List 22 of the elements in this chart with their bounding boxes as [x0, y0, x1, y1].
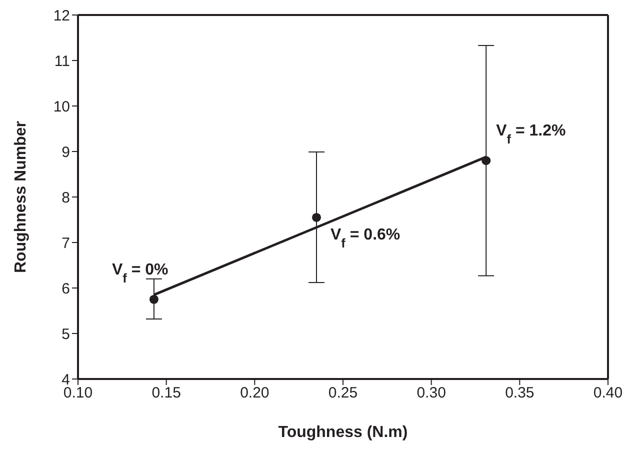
x-tick-label: 0.30 — [416, 384, 446, 402]
annotation: V$_{f}$ = 1.2% — [496, 122, 566, 146]
point — [149, 294, 158, 304]
y-tick-label: 8 — [62, 189, 70, 206]
annotation: V$_{f}$ = 0% — [112, 261, 168, 285]
y-axis-title: Roughness Number — [12, 120, 30, 274]
x-axis-title: Toughness (N.m) — [278, 424, 408, 441]
y-tick-label: 9 — [62, 144, 70, 161]
y-tick-label: 11 — [54, 52, 70, 70]
x-tick-label: 0.15 — [152, 384, 181, 402]
annotation: V$_{f}$ = 0.6% — [330, 226, 400, 250]
y-tick-label: 12 — [53, 7, 70, 24]
y-tick-label: 7 — [62, 234, 70, 252]
x-tick-label: 0.35 — [505, 384, 534, 402]
x-tick-label: 0.40 — [593, 384, 623, 402]
y-tick-label: 5 — [62, 326, 70, 343]
x-tick-label: 0.20 — [240, 384, 270, 402]
x-tick-label: 0.25 — [328, 384, 358, 402]
point — [312, 212, 322, 222]
point — [482, 156, 491, 166]
y-tick-label: 10 — [53, 98, 70, 116]
y-tick-label: 6 — [62, 280, 70, 298]
